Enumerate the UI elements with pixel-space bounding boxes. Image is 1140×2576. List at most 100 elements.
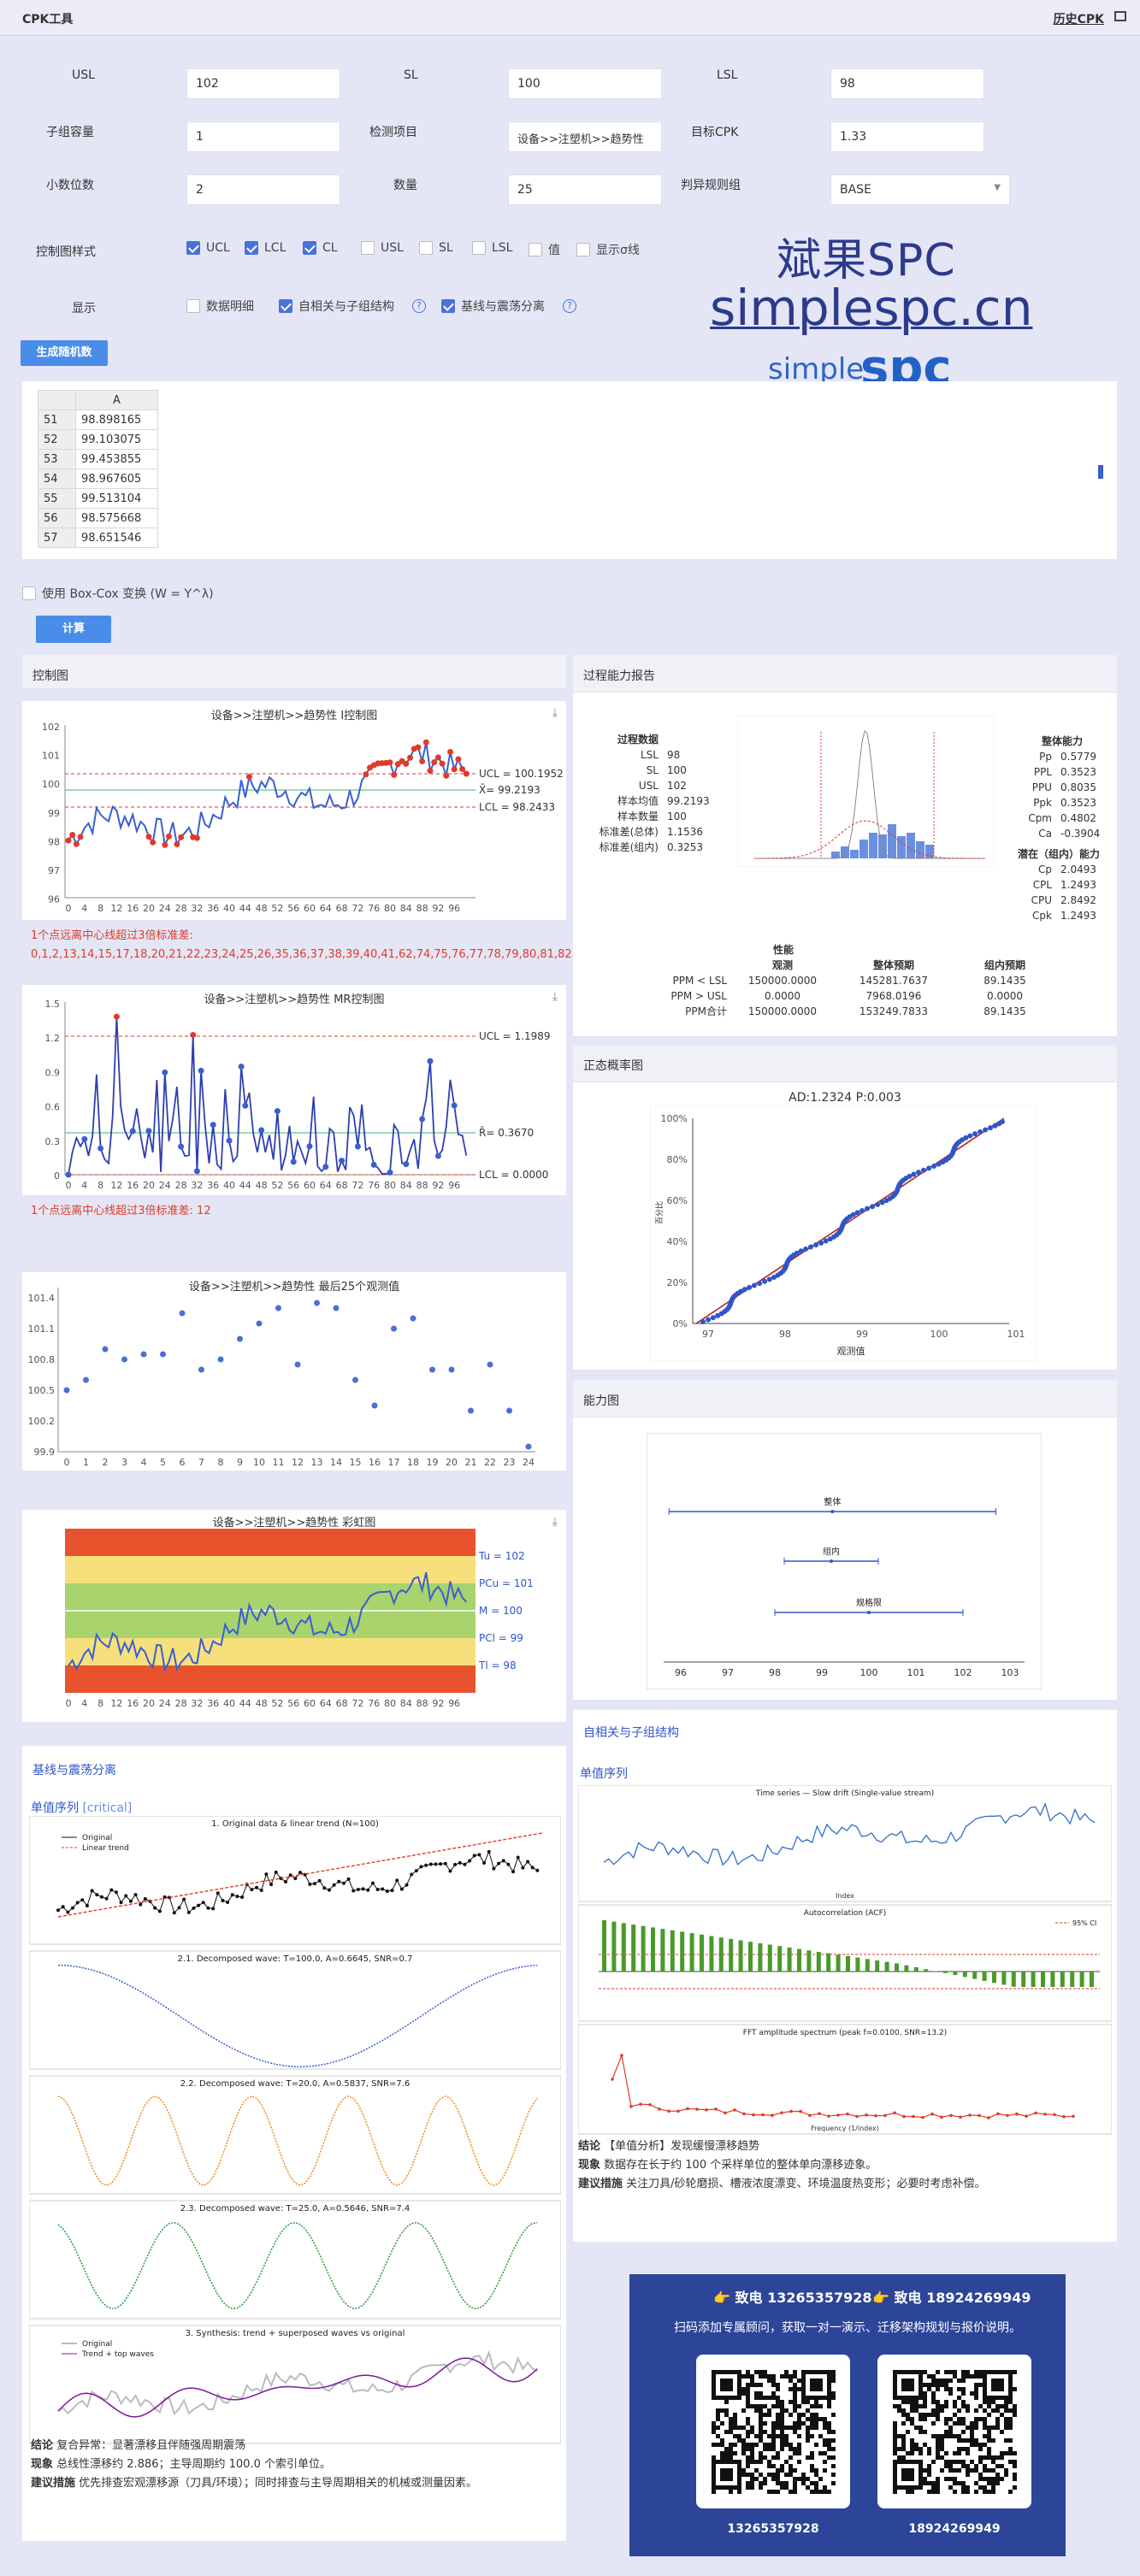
- qr-module: [1008, 2426, 1013, 2430]
- last25-point: [314, 1300, 320, 1306]
- help-icon[interactable]: ?: [563, 299, 576, 313]
- cl-checkbox[interactable]: CL: [303, 241, 338, 255]
- qr-module: [948, 2430, 953, 2434]
- table-cell[interactable]: 99.513104: [75, 488, 158, 509]
- ucl-checkbox[interactable]: UCL: [186, 241, 230, 255]
- qr-module: [810, 2455, 814, 2460]
- bl-point: [104, 1896, 109, 1901]
- download-icon[interactable]: ⤓: [552, 990, 558, 1004]
- perf-row: PPM合计 150000.0000 153249.7833 89.1435: [633, 1004, 1060, 1019]
- brand-url: simplespc.cn: [710, 279, 1033, 337]
- autocorr-checkbox[interactable]: 自相关与子组结构?: [279, 298, 426, 315]
- usl-input[interactable]: 102: [186, 68, 340, 99]
- qr-module: [995, 2421, 1000, 2426]
- sl-input[interactable]: 100: [508, 68, 662, 99]
- bl-point: [390, 1889, 394, 1893]
- qr-module: [936, 2447, 940, 2451]
- sl-checkbox[interactable]: SL: [419, 241, 453, 255]
- maximize-icon[interactable]: [1114, 11, 1126, 21]
- table-cell[interactable]: 99.103075: [75, 429, 158, 450]
- baseline-header: 基线与震荡分离: [22, 1746, 566, 1790]
- qr-module: [814, 2481, 818, 2485]
- qr-module: [940, 2468, 944, 2473]
- target-input[interactable]: 1.33: [830, 121, 984, 152]
- qr-module: [923, 2417, 927, 2421]
- data-detail-checkbox[interactable]: 数据明细: [186, 298, 254, 315]
- autocorr-sub: 单值序列: [580, 1767, 628, 1781]
- i-chart-point: [391, 771, 398, 778]
- qty-label: 数量: [393, 179, 417, 192]
- qr-module: [978, 2417, 983, 2421]
- qr-module: [987, 2468, 991, 2473]
- fft-point: [855, 2114, 859, 2119]
- x-tick-label: 48: [256, 903, 268, 914]
- qr-module: [771, 2473, 776, 2477]
- table-cell[interactable]: 98.651546: [75, 528, 158, 548]
- generate-random-button[interactable]: 生成随机数: [21, 340, 108, 366]
- qr-module: [918, 2430, 923, 2434]
- table-cell[interactable]: 98.967605: [75, 469, 158, 489]
- qr-module: [767, 2408, 771, 2413]
- qr-module: [948, 2485, 953, 2490]
- phone-1[interactable]: 👉 致电 13265357928: [713, 2286, 872, 2307]
- last25-point: [198, 1366, 204, 1373]
- phone-2[interactable]: 👉 致电 18924269949: [872, 2286, 1031, 2307]
- history-cpk-link[interactable]: 历史CPK: [1053, 13, 1104, 27]
- qr-module: [780, 2438, 784, 2443]
- table-row: 57 98.651546: [38, 528, 158, 548]
- qr-module: [784, 2426, 789, 2430]
- qr-module: [957, 2408, 961, 2413]
- qr-module: [814, 2413, 818, 2417]
- boxcox-checkbox[interactable]: 使用 Box-Cox 变换 (W = Y^λ): [22, 585, 214, 602]
- calculate-button[interactable]: 计算: [36, 616, 111, 643]
- scrollbar-thumb[interactable]: [1098, 465, 1103, 479]
- item-input[interactable]: 设备>>注塑机>>趋势性: [508, 121, 662, 152]
- qr-module: [995, 2408, 1000, 2413]
- value-checkbox[interactable]: 值: [529, 241, 560, 258]
- qr-module: [797, 2387, 801, 2391]
- kv-value: 1.1536: [667, 826, 703, 838]
- help-icon[interactable]: ?: [412, 299, 426, 313]
- i-chart-point: [447, 748, 453, 755]
- qr-module: [827, 2430, 831, 2434]
- qr-module: [970, 2438, 974, 2443]
- lcl-checkbox[interactable]: LCL: [245, 241, 286, 255]
- qr-module: [906, 2400, 910, 2404]
- potential-heading: 潜在（组内）能力: [1018, 848, 1101, 860]
- sigma-checkbox[interactable]: 显示σ线: [576, 241, 640, 258]
- control-chart-title: 控制图: [32, 669, 68, 683]
- lsl-checkbox[interactable]: LSL: [472, 241, 513, 255]
- last25-point: [468, 1407, 474, 1414]
- usl-checkbox[interactable]: USL: [361, 241, 404, 255]
- bl-point: [419, 1865, 423, 1869]
- qr-module: [1008, 2490, 1013, 2494]
- download-icon[interactable]: ⤓: [552, 706, 558, 720]
- qr-module: [948, 2387, 953, 2391]
- target-label: 目标CPK: [691, 126, 739, 139]
- table-cell[interactable]: 98.898165: [75, 410, 158, 430]
- ability-row-label: 规格限: [856, 1597, 882, 1608]
- baseline-checkbox[interactable]: 基线与震荡分离?: [441, 298, 576, 315]
- fft-point: [780, 2111, 783, 2114]
- qr-module: [767, 2379, 771, 2383]
- normal-prob-point: [875, 1201, 881, 1207]
- lsl-input[interactable]: 98: [830, 68, 984, 99]
- table-row: 51 98.898165: [38, 410, 158, 430]
- qr-module: [906, 2451, 910, 2455]
- qty-input[interactable]: 25: [508, 174, 662, 205]
- normal-prob-point: [907, 1173, 913, 1179]
- rule-select[interactable]: BASE ▼: [830, 174, 1010, 205]
- qr-module: [716, 2408, 720, 2413]
- qr-1-label: 13265357928: [727, 2522, 819, 2536]
- subgroup-input[interactable]: 1: [186, 121, 340, 152]
- qr-module: [712, 2421, 716, 2426]
- qr-module: [931, 2485, 936, 2490]
- decimal-input[interactable]: 2: [186, 174, 340, 205]
- qr-module: [910, 2421, 914, 2426]
- table-cell[interactable]: 98.575668: [75, 508, 158, 528]
- download-icon[interactable]: ⤓: [552, 1515, 558, 1529]
- bl-chart-3: 2.2. Decomposed wave: T=20.0, A=0.5837, …: [29, 2075, 561, 2195]
- column-header-a[interactable]: A: [75, 390, 158, 410]
- acf-bar: [826, 1953, 831, 1972]
- table-cell[interactable]: 99.453855: [75, 449, 158, 469]
